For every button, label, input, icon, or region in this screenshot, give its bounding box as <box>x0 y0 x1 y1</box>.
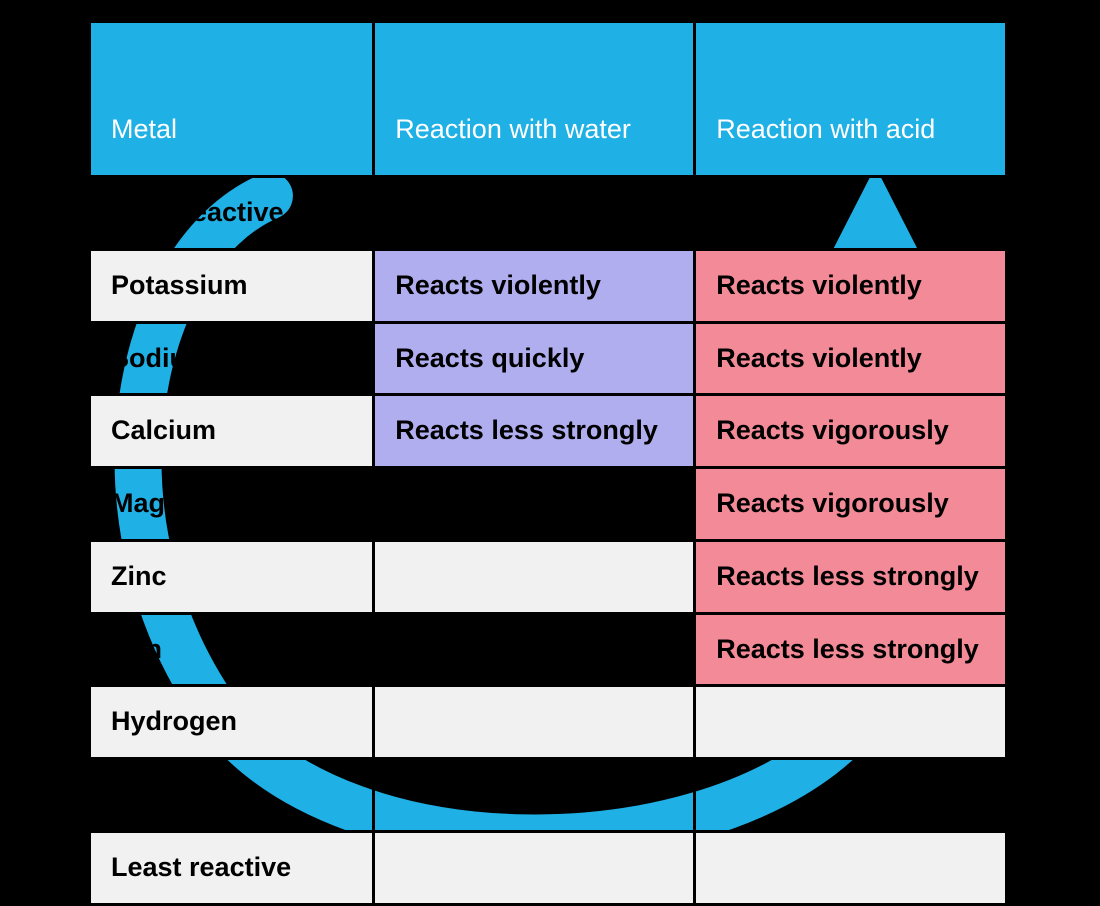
table-row: Most reactive <box>90 177 1007 250</box>
cell-acid: Reacts vigorously <box>695 468 1007 541</box>
header-acid: Reaction with acid <box>695 22 1007 177</box>
table-row: Least reactive <box>90 831 1007 904</box>
cell-metal: Hydrogen <box>90 686 374 759</box>
reactivity-table: Metal Reaction with water Reaction with … <box>88 20 1008 906</box>
cell-water <box>374 177 695 250</box>
cell-water <box>374 686 695 759</box>
table-row: Hydrogen <box>90 686 1007 759</box>
cell-water: Reacts quickly <box>374 322 695 395</box>
cell-metal: Zinc <box>90 540 374 613</box>
table-row: Iron Reacts less strongly <box>90 613 1007 686</box>
cell-acid: Reacts violently <box>695 249 1007 322</box>
cell-water <box>374 759 695 832</box>
cell-acid: Reacts violently <box>695 322 1007 395</box>
cell-water <box>374 540 695 613</box>
cell-acid <box>695 686 1007 759</box>
cell-acid <box>695 759 1007 832</box>
cell-metal: Sodium <box>90 322 374 395</box>
header-row: Metal Reaction with water Reaction with … <box>90 22 1007 177</box>
cell-water <box>374 831 695 904</box>
table-row: Potassium Reacts violently Reacts violen… <box>90 249 1007 322</box>
table-row: Copper <box>90 759 1007 832</box>
cell-metal: Potassium <box>90 249 374 322</box>
header-metal: Metal <box>90 22 374 177</box>
table-row: Zinc Reacts less strongly <box>90 540 1007 613</box>
header-water: Reaction with water <box>374 22 695 177</box>
cell-metal: Least reactive <box>90 831 374 904</box>
cell-acid: Reacts less strongly <box>695 540 1007 613</box>
cell-acid: Reacts vigorously <box>695 395 1007 468</box>
table-row: Magnesium Reacts vigorously <box>90 468 1007 541</box>
table-body: Most reactive Potassium Reacts violently… <box>90 177 1007 905</box>
cell-water: Reacts less strongly <box>374 395 695 468</box>
table-row: Sodium Reacts quickly Reacts violently <box>90 322 1007 395</box>
cell-acid <box>695 177 1007 250</box>
cell-acid <box>695 831 1007 904</box>
cell-acid: Reacts less strongly <box>695 613 1007 686</box>
cell-metal: Magnesium <box>90 468 374 541</box>
cell-metal: Most reactive <box>90 177 374 250</box>
cell-metal: Copper <box>90 759 374 832</box>
cell-metal: Calcium <box>90 395 374 468</box>
cell-water <box>374 613 695 686</box>
cell-metal: Iron <box>90 613 374 686</box>
cell-water <box>374 468 695 541</box>
reactivity-table-container: Metal Reaction with water Reaction with … <box>88 20 1008 906</box>
table-row: Calcium Reacts less strongly Reacts vigo… <box>90 395 1007 468</box>
cell-water: Reacts violently <box>374 249 695 322</box>
